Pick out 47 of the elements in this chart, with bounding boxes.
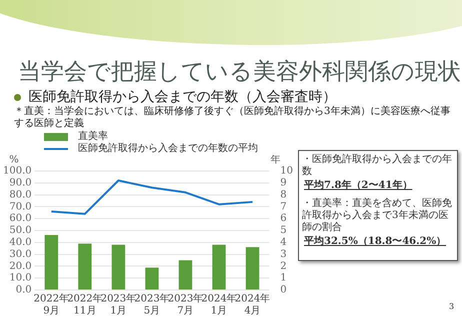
y2-tick-label: 9 — [280, 177, 287, 188]
y2-tick-label: 7 — [280, 201, 287, 212]
y-tick-label: 30.0 — [9, 248, 32, 260]
y2-tick-label: 5 — [280, 225, 287, 236]
y2-tick-label: 8 — [280, 189, 287, 200]
y-tick-label: 0.0 — [16, 284, 32, 296]
bar — [145, 268, 159, 290]
bar — [178, 260, 192, 290]
y-tick-label: 50.0 — [9, 225, 32, 236]
y2-tick-label: 1 — [280, 272, 287, 284]
legend-label: 医師免許取得から入会までの年数の平均 — [78, 143, 258, 155]
text: ・直美率：直美を含めて、医師免許取得から入会まで3年未満の医師の割合 — [302, 198, 453, 234]
y-tick-label: 10.0 — [9, 272, 32, 284]
text: ・医師免許取得から入会までの年数 — [302, 154, 453, 178]
bar — [112, 244, 126, 290]
y-tick-label: 40.0 — [9, 236, 32, 248]
y-tick-label: 90.0 — [9, 177, 32, 188]
text: 平均7.8年（2〜41年） — [304, 180, 414, 192]
bar — [246, 247, 260, 290]
text: 3 — [449, 302, 454, 311]
text: ＊直美：当学会においては、臨床研修修了後すぐ（医師免許取得から3年未満）に美容医療へ従事する医師と定義 — [14, 106, 452, 130]
y2-tick-label: 10 — [280, 166, 294, 177]
y-tick-label: 80.0 — [9, 189, 32, 200]
x-tick-label: 2023年 1月 — [100, 292, 136, 317]
x-tick-label: 2023年 5月 — [134, 292, 170, 317]
y2-tick-label: 4 — [280, 236, 287, 248]
y2-tick-label: 0 — [280, 284, 287, 296]
x-tick-label: 2024年 4月 — [234, 292, 270, 317]
text: 平均32.5%（18.8〜46.2%） — [304, 236, 448, 248]
chart-subtitle: 医師免許取得から入会までの年数（入会審査時） — [28, 89, 336, 105]
y-tick-label: 70.0 — [9, 201, 32, 212]
y-tick-label: 100.0 — [2, 166, 32, 177]
y-tick-label: 60.0 — [9, 213, 32, 224]
bar — [44, 235, 58, 290]
y-axis-title: % — [9, 154, 19, 166]
bar — [78, 244, 92, 290]
chart-title: 当学会で把握している美容外科関係の現状 — [18, 58, 461, 87]
x-tick-label: 2022年 11月 — [67, 292, 103, 317]
y2-tick-label: 3 — [280, 248, 287, 260]
x-tick-label: 2024年 1月 — [201, 292, 237, 317]
legend-label: 直美率 — [78, 131, 108, 142]
y-tick-label: 20.0 — [9, 260, 32, 272]
x-tick-label: 2022年 9月 — [34, 292, 70, 317]
y2-tick-label: 6 — [280, 213, 287, 224]
bar — [212, 244, 226, 290]
y2-tick-label: 2 — [280, 260, 287, 272]
x-tick-label: 2023年 7月 — [168, 292, 204, 317]
